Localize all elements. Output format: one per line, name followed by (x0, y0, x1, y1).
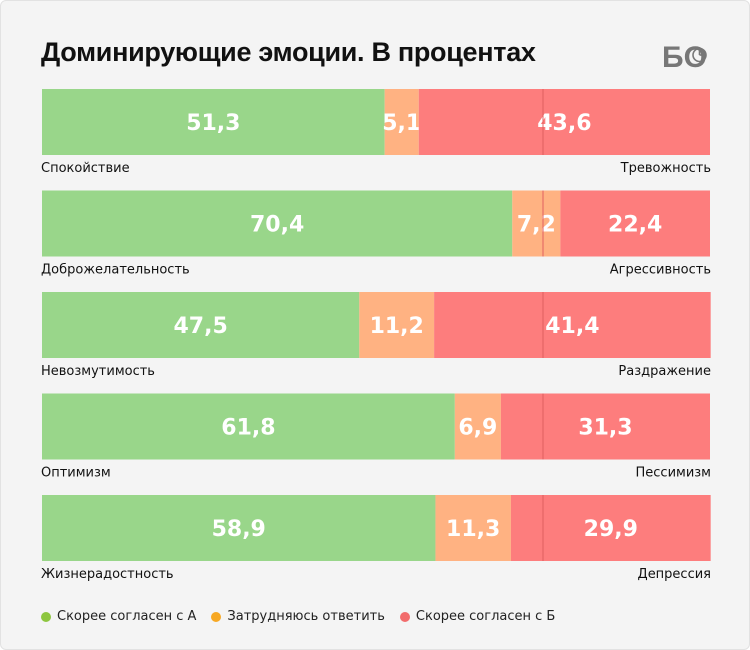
category-label-left: Спокойствие (41, 161, 130, 176)
bar-value-label: 61,8 (221, 416, 275, 441)
bo-logo: БО (662, 41, 707, 71)
bar-value-label: 29,9 (584, 517, 638, 542)
category-label-left: Жизнерадостность (41, 567, 174, 582)
bar-value-label: 70,4 (250, 213, 304, 238)
stacked-bar-chart: 51,3 5,1 43,6 Спокойствие Тревожность 70,4 7,2… (41, 89, 712, 582)
legend-dot-agree-b (399, 611, 410, 622)
clock-icon (692, 47, 707, 63)
legend-item-agree-a: Скорее согласен с А (41, 609, 196, 624)
bar-segment-neutral (435, 495, 511, 561)
bar-segment-neutral (384, 89, 419, 155)
bar-segment-agree-b (418, 89, 710, 155)
category-label-right: Тревожность (620, 161, 711, 176)
category-label-right: Агрессивность (610, 263, 711, 278)
bar-value-label: 11,2 (370, 314, 424, 339)
legend: Скорее согласен с А Затрудняюсь ответить… (41, 609, 570, 624)
category-label-left: Доброжелательность (41, 263, 190, 278)
category-label-left: Оптимизм (41, 466, 111, 481)
category-label-right: Депрессия (638, 567, 711, 582)
chart-title: Доминирующие эмоции. В процентах (41, 37, 536, 67)
bar-segment-agree-a (42, 393, 455, 460)
bar-segment-agree-b (510, 495, 711, 561)
bar-segment-neutral (359, 292, 435, 358)
bar-value-label: 58,9 (212, 517, 266, 542)
bar-segment-agree-a (42, 190, 513, 257)
bar-value-label: 7,2 (517, 213, 556, 238)
legend-label-agree-a: Скорее согласен с А (57, 609, 197, 624)
bar-value-label: 47,5 (174, 314, 228, 339)
bar-segment-agree-b (434, 292, 711, 358)
bar-value-label: 31,3 (578, 416, 632, 441)
bar-value-label: 41,4 (545, 314, 599, 339)
legend-dot-agree-a (41, 611, 51, 622)
bo-logo-text: БО (662, 41, 707, 71)
bar-value-label: 43,6 (537, 111, 591, 136)
bar-segment-neutral (512, 190, 561, 257)
legend-label-agree-b: Скорее согласен с Б (415, 609, 556, 624)
bar-value-label: 11,3 (446, 517, 500, 542)
bar-segment-agree-b (560, 190, 710, 257)
bar-segment-agree-a (42, 89, 385, 155)
legend-item-agree-b: Скорее согласен с Б (399, 609, 556, 624)
bar-value-label: 22,4 (608, 213, 662, 238)
bar-value-label: 5,1 (382, 111, 421, 136)
category-label-right: Раздражение (618, 364, 711, 379)
category-label-right: Пессимизм (636, 466, 712, 481)
bar-segment-neutral (454, 393, 501, 460)
legend-label-neutral: Затрудняюсь ответить (227, 609, 385, 624)
legend-dot-neutral (211, 611, 222, 622)
category-label-left: Невозмутимость (41, 364, 155, 379)
bar-segment-agree-a (42, 495, 436, 561)
legend-item-neutral: Затрудняюсь ответить (211, 609, 385, 624)
bar-segment-agree-b (500, 393, 710, 460)
bar-value-label: 6,9 (458, 416, 497, 441)
bar-value-label: 51,3 (186, 111, 240, 136)
bar-segment-agree-a (42, 292, 360, 358)
